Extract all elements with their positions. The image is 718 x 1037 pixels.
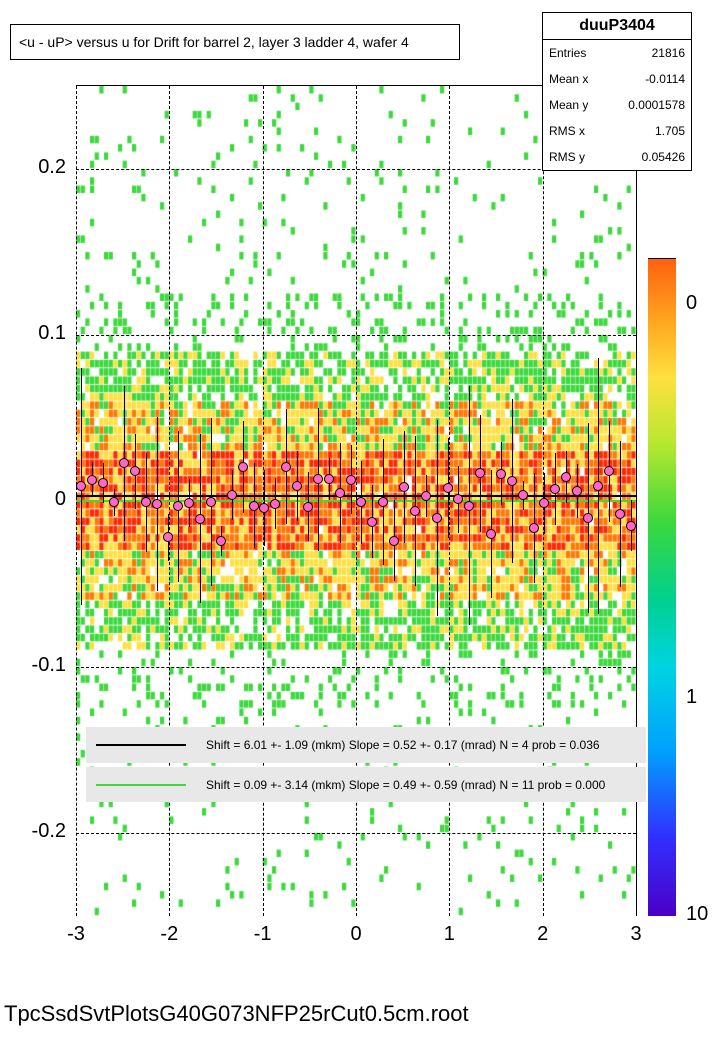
profile-marker xyxy=(496,469,506,479)
plot-title-box: <u - uP> versus u for Drift for barrel 2… xyxy=(10,24,460,60)
plot-title-text: <u - uP> versus u for Drift for barrel 2… xyxy=(19,34,409,50)
y-tick-label: -0.1 xyxy=(0,654,66,677)
stats-row: RMS y0.05426 xyxy=(543,144,691,170)
profile-marker xyxy=(378,497,388,507)
y-tick-label: 0 xyxy=(0,488,66,511)
profile-marker xyxy=(626,521,636,531)
colorbar-tick: 0 xyxy=(686,292,697,315)
x-tick-label: -3 xyxy=(56,923,96,946)
profile-marker xyxy=(561,472,571,482)
profile-marker xyxy=(98,478,108,488)
stats-name: duuP3404 xyxy=(543,13,691,40)
y-tick-label: 0.1 xyxy=(0,322,66,345)
profile-marker xyxy=(410,506,420,516)
profile-marker xyxy=(346,475,356,485)
profile-marker xyxy=(335,488,345,498)
colorbar-tick: 1 xyxy=(686,686,697,709)
profile-marker xyxy=(292,481,302,491)
x-tick-label: 2 xyxy=(523,923,563,946)
x-tick-label: -1 xyxy=(243,923,283,946)
profile-marker xyxy=(195,514,205,524)
profile-marker xyxy=(486,529,496,539)
legend-row: Shift = 6.01 +- 1.09 (mkm) Slope = 0.52 … xyxy=(86,727,646,763)
legend-line-sample xyxy=(96,744,186,746)
stats-rows: Entries21816Mean x-0.0114Mean y0.0001578… xyxy=(543,40,691,170)
profile-marker xyxy=(249,501,259,511)
profile-marker xyxy=(529,523,539,533)
legend-row: Shift = 0.09 +- 3.14 (mkm) Slope = 0.49 … xyxy=(86,767,646,803)
x-tick-label: 0 xyxy=(336,923,376,946)
colorbar xyxy=(648,258,676,916)
y-tick-label: 0.2 xyxy=(0,156,66,179)
fit-line xyxy=(76,495,636,498)
profile-marker xyxy=(432,513,442,523)
profile-marker xyxy=(109,497,119,507)
profile-marker xyxy=(238,462,248,472)
profile-marker xyxy=(87,475,97,485)
profile-marker xyxy=(389,536,399,546)
profile-marker xyxy=(163,532,173,542)
x-tick-label: 1 xyxy=(429,923,469,946)
stats-row: RMS x1.705 xyxy=(543,118,691,144)
profile-marker xyxy=(367,517,377,527)
profile-marker xyxy=(464,501,474,511)
source-filename: TpcSsdSvtPlotsG40G073NFP25rCut0.5cm.root xyxy=(4,1001,469,1027)
stats-row: Entries21816 xyxy=(543,40,691,66)
profile-marker xyxy=(152,499,162,509)
colorbar-zone xyxy=(648,258,676,915)
x-tick-label: 3 xyxy=(616,923,656,946)
profile-marker xyxy=(303,502,313,512)
profile-marker xyxy=(615,509,625,519)
profile-marker xyxy=(206,497,216,507)
profile-marker xyxy=(184,498,194,508)
y-tick-label: -0.2 xyxy=(0,820,66,843)
colorbar-tick: 10 xyxy=(686,903,708,926)
legend-text: Shift = 6.01 +- 1.09 (mkm) Slope = 0.52 … xyxy=(206,738,600,752)
plot-frame: Shift = 6.01 +- 1.09 (mkm) Slope = 0.52 … xyxy=(76,85,637,916)
profile-marker xyxy=(324,474,334,484)
profile-marker xyxy=(583,513,593,523)
profile-marker xyxy=(443,483,453,493)
profile-marker xyxy=(572,486,582,496)
x-tick-label: -2 xyxy=(149,923,189,946)
stats-box: duuP3404 Entries21816Mean x-0.0114Mean y… xyxy=(542,12,692,171)
profile-marker xyxy=(421,491,431,501)
profile-marker xyxy=(281,462,291,472)
legend-line-sample xyxy=(96,784,186,786)
stats-row: Mean x-0.0114 xyxy=(543,66,691,92)
legend-text: Shift = 0.09 +- 3.14 (mkm) Slope = 0.49 … xyxy=(206,778,605,792)
stats-row: Mean y0.0001578 xyxy=(543,92,691,118)
profile-marker xyxy=(270,499,280,509)
page-root: <u - uP> versus u for Drift for barrel 2… xyxy=(0,0,718,1037)
